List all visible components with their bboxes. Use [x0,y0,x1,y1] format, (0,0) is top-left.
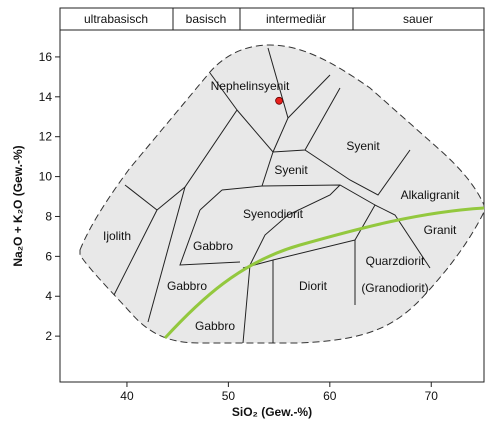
y-tick-label: 6 [45,249,52,263]
boundary [147,186,186,323]
field-outline [79,44,485,344]
boundary [242,184,341,344]
header-cell: intermediär [266,12,326,26]
y-axis-label: Na₂O + K₂O (Gew.-%) [11,145,25,266]
field-label: Gabbro [195,319,235,333]
x-tick-label: 50 [222,389,236,403]
x-tick-label: 70 [425,389,439,403]
boundary [261,151,274,187]
y-tick-label: 2 [45,329,52,343]
field-label: Ijolith [103,229,131,243]
field-label: Diorit [299,279,328,293]
field-label: Syenit [274,163,308,177]
header-cell: sauer [403,12,433,26]
boundary [304,149,411,196]
y-tick-label: 8 [45,209,52,223]
field-label: (Granodiorit) [361,281,428,295]
boundary [236,87,341,153]
y-tick-label: 16 [39,50,53,64]
header-cell: ultrabasisch [84,12,148,26]
x-tick-label: 40 [120,389,134,403]
alkaline-subalkaline-line [163,206,485,340]
field-boundaries [113,47,431,344]
header-cell: basisch [186,12,227,26]
x-tick-label: 60 [323,389,337,403]
y-tick-label: 12 [39,130,53,144]
field-label: Syenodiorit [243,207,304,221]
sample-point [275,96,284,105]
boundary [354,204,431,269]
field-label: Gabbro [193,239,233,253]
field-label: Nephelinsyenit [211,79,290,93]
boundary [199,189,223,211]
boundary [156,72,238,211]
field-label: Syenit [346,139,380,153]
field-label: Alkaligranit [401,188,460,202]
field-label: Gabbro [167,279,207,293]
y-tick-label: 14 [39,90,53,104]
boundary [287,74,331,119]
field-label: Granit [424,223,457,237]
boundary [221,184,376,206]
y-tick-label: 10 [39,170,53,184]
boundary [179,209,241,266]
y-tick-label: 4 [45,289,52,303]
field-label: Quarzdiorit [366,254,425,268]
x-axis-label: SiO₂ (Gew.-%) [232,405,312,419]
